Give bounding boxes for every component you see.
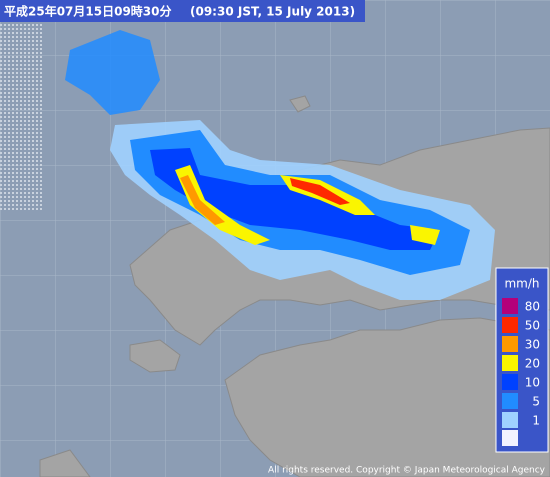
title-bar <box>0 0 365 22</box>
legend-swatch <box>502 298 518 314</box>
legend-swatch <box>502 430 518 446</box>
legend-label: 80 <box>525 300 540 314</box>
legend-swatch <box>502 374 518 390</box>
legend-swatch <box>502 317 518 333</box>
rain-echo <box>65 30 495 300</box>
legend-label: 5 <box>532 395 540 409</box>
legend-swatch <box>502 412 518 428</box>
legend-label: 30 <box>525 338 540 352</box>
copyright: All rights reserved. Copyright © Japan M… <box>268 466 546 476</box>
legend-label: 50 <box>525 319 540 333</box>
title-ja: 平成25年07月15日09時30分 <box>4 4 172 19</box>
legend-swatch <box>502 355 518 371</box>
legend-label: 1 <box>532 414 540 428</box>
legend-unit: mm/h <box>504 277 539 291</box>
legend-label: 10 <box>525 376 540 390</box>
legend-label: 20 <box>525 357 540 371</box>
title-en: (09:30 JST, 15 July 2013) <box>190 5 355 19</box>
outside-area <box>0 22 42 212</box>
legend-swatch <box>502 393 518 409</box>
legend-swatch <box>502 336 518 352</box>
legend: mm/h 80 50 30 20 10 5 1 <box>495 267 549 453</box>
